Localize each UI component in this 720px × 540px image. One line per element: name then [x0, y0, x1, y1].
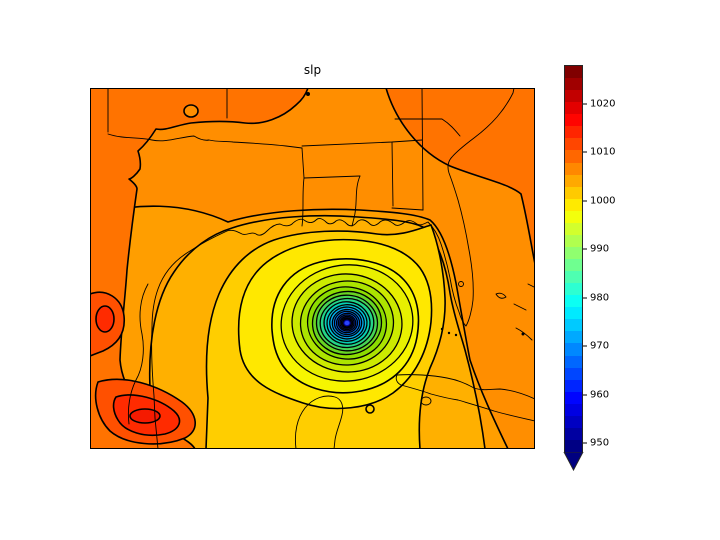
band-1014-northeast [385, 88, 535, 265]
border-red-river [107, 133, 303, 149]
tick-mark [583, 394, 587, 396]
tick-mark [583, 200, 587, 202]
colorbar-tick: 990 [583, 244, 609, 255]
colorbar-segment [565, 102, 582, 115]
plot-title: slp [303, 63, 322, 77]
colorbar-tick: 1020 [583, 98, 615, 109]
border-mississippi-alabama [391, 141, 394, 207]
tick-label: 990 [590, 243, 610, 255]
colorbar-segment [565, 78, 582, 91]
tick-mark [583, 297, 587, 299]
colorbar-segment [565, 295, 582, 308]
gulf-coast-and-florida-coastline [151, 88, 515, 449]
slp-contour-map [90, 88, 535, 449]
border-florida-georgia [391, 207, 424, 211]
colorbar-segment [565, 150, 582, 163]
axes-frame [90, 88, 535, 449]
cuba-south-coast [395, 374, 535, 422]
border-arkansas-louisiana [303, 175, 361, 179]
coastlines [127, 88, 535, 449]
colorbar-segment [565, 439, 582, 452]
tiny-closed-contour [306, 92, 310, 96]
border-georgia-alabama [421, 88, 424, 211]
colorbar-segment [565, 90, 582, 103]
high-pressure-bands [90, 88, 535, 449]
colorbar-segment [565, 271, 582, 284]
tick-mark [583, 345, 587, 347]
isle-of-youth [420, 396, 432, 406]
band-1018-mexico-upper [95, 305, 115, 333]
colorbar-segment [565, 174, 582, 187]
band-1020-mexico-core [129, 408, 161, 424]
tick-label: 1000 [590, 195, 616, 207]
colorbar-segment [565, 403, 582, 416]
colorbar-segment [565, 114, 582, 127]
border-mississippi-river [351, 175, 361, 227]
colorbar-segment [565, 391, 582, 404]
tick-label: 960 [590, 389, 610, 401]
colorbar-tick: 970 [583, 341, 609, 352]
small-closed-contour-gulf [365, 404, 375, 414]
hurricane-contour-rings [280, 264, 414, 382]
colorbar-segment [565, 379, 582, 392]
colorbar-segment [565, 343, 582, 356]
colorbar-tick: 950 [583, 438, 609, 449]
colorbar-segment [565, 259, 582, 272]
colorbar-segment [565, 66, 582, 79]
colorbar-segment [565, 222, 582, 235]
border-carolinas [394, 118, 461, 137]
colorbar-segment [565, 186, 582, 199]
colorbar-tick: 980 [583, 292, 609, 303]
tick-mark [583, 103, 587, 105]
tick-mark [583, 248, 587, 250]
yucatan-coastline [294, 395, 344, 449]
colorbar-segment [565, 210, 582, 223]
lake-okeechobee [458, 281, 464, 287]
colorbar-tick: 960 [583, 389, 609, 400]
bahamas-islands [495, 283, 535, 341]
state-borders [107, 88, 461, 227]
small-closed-contour [183, 104, 199, 118]
tick-label: 1010 [590, 146, 616, 158]
cuba-north-coast [396, 374, 535, 400]
florida-keys [440, 327, 525, 337]
extend-triangle-shape [563, 452, 584, 471]
tick-label: 950 [590, 437, 610, 449]
colorbar-gradient [564, 65, 583, 453]
colorbar-segment [565, 331, 582, 344]
colorbar-segment [565, 126, 582, 139]
tick-label: 980 [590, 292, 610, 304]
colorbar-segment [565, 415, 582, 428]
colorbar-segment [565, 427, 582, 440]
mexico-inland-line [127, 283, 149, 425]
tick-label: 1020 [590, 98, 616, 110]
tick-label: 970 [590, 340, 610, 352]
tick-mark [583, 151, 587, 153]
colorbar-segment [565, 367, 582, 380]
colorbar-segment [565, 355, 582, 368]
colorbar-segment [565, 246, 582, 259]
colorbar-ticks: 1020 1010 1000 990 980 970 960 950 [583, 65, 633, 453]
colorbar-segment [565, 198, 582, 211]
colorbar-tick: 1010 [583, 147, 615, 158]
colorbar-segment [565, 307, 582, 320]
colorbar-segment [565, 319, 582, 332]
tick-mark [583, 442, 587, 444]
colorbar-segment [565, 138, 582, 151]
colorbar-extend-min-triangle [563, 452, 584, 471]
colorbar-segment [565, 162, 582, 175]
colorbar-segment [565, 234, 582, 247]
hurricane-eye-minimum [344, 320, 350, 326]
colorbar-segment [565, 283, 582, 296]
colorbar-tick: 1000 [583, 195, 615, 206]
